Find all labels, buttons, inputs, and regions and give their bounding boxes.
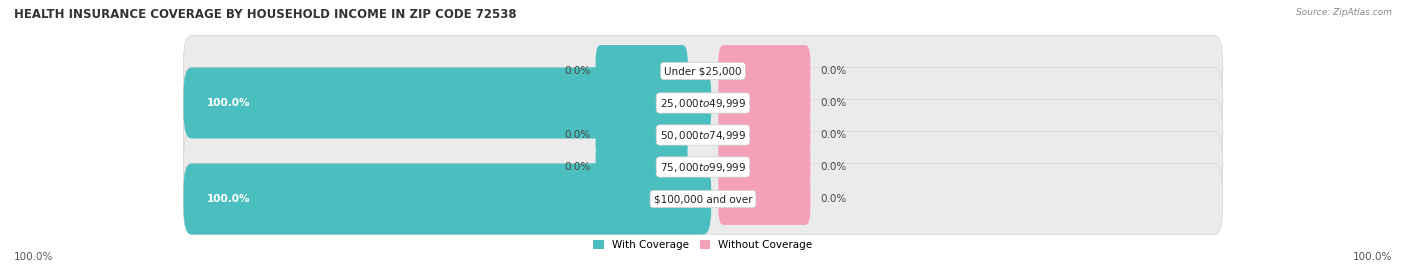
FancyBboxPatch shape: [184, 163, 711, 235]
FancyBboxPatch shape: [184, 99, 1222, 171]
Text: 0.0%: 0.0%: [564, 66, 591, 76]
Text: Under $25,000: Under $25,000: [664, 66, 742, 76]
FancyBboxPatch shape: [184, 35, 1222, 107]
Text: 0.0%: 0.0%: [821, 66, 846, 76]
FancyBboxPatch shape: [718, 109, 810, 161]
Text: 0.0%: 0.0%: [821, 98, 846, 108]
Text: 100.0%: 100.0%: [14, 252, 53, 262]
Text: Source: ZipAtlas.com: Source: ZipAtlas.com: [1296, 8, 1392, 17]
Text: $50,000 to $74,999: $50,000 to $74,999: [659, 129, 747, 141]
Text: 100.0%: 100.0%: [1353, 252, 1392, 262]
FancyBboxPatch shape: [596, 141, 688, 193]
Legend: With Coverage, Without Coverage: With Coverage, Without Coverage: [589, 236, 817, 254]
Text: $75,000 to $99,999: $75,000 to $99,999: [659, 160, 747, 174]
Text: 0.0%: 0.0%: [564, 130, 591, 140]
Text: HEALTH INSURANCE COVERAGE BY HOUSEHOLD INCOME IN ZIP CODE 72538: HEALTH INSURANCE COVERAGE BY HOUSEHOLD I…: [14, 8, 516, 21]
FancyBboxPatch shape: [718, 77, 810, 129]
FancyBboxPatch shape: [184, 163, 1222, 235]
FancyBboxPatch shape: [184, 131, 1222, 202]
Text: 0.0%: 0.0%: [564, 162, 591, 172]
Text: 0.0%: 0.0%: [821, 194, 846, 204]
FancyBboxPatch shape: [596, 109, 688, 161]
Text: 0.0%: 0.0%: [821, 162, 846, 172]
FancyBboxPatch shape: [184, 68, 711, 139]
Text: 100.0%: 100.0%: [207, 98, 250, 108]
FancyBboxPatch shape: [718, 173, 810, 225]
FancyBboxPatch shape: [596, 45, 688, 97]
FancyBboxPatch shape: [184, 68, 1222, 139]
Text: 0.0%: 0.0%: [821, 130, 846, 140]
FancyBboxPatch shape: [718, 141, 810, 193]
Text: $25,000 to $49,999: $25,000 to $49,999: [659, 96, 747, 110]
Text: $100,000 and over: $100,000 and over: [654, 194, 752, 204]
FancyBboxPatch shape: [718, 45, 810, 97]
Text: 100.0%: 100.0%: [207, 194, 250, 204]
